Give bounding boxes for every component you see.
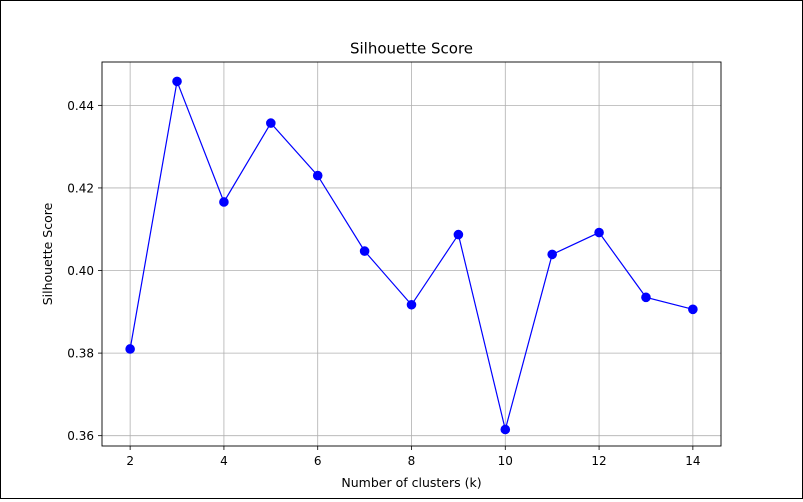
data-point [688, 304, 698, 315]
grid-lines [102, 62, 721, 446]
data-point [312, 170, 323, 181]
data-point [406, 299, 417, 310]
x-tick-label: 10 [498, 454, 513, 468]
plot-area [125, 76, 698, 435]
x-tick-label: 2 [126, 454, 134, 468]
data-point [594, 227, 604, 238]
y-axis-label: Silhouette Score [40, 202, 55, 305]
chart-title: Silhouette Score [350, 40, 473, 58]
plot-border [101, 61, 722, 447]
y-tick-label: 0.44 [67, 99, 94, 113]
y-tick-label: 0.36 [67, 429, 94, 443]
axes: 2 4 6 8 10 12 14 0.36 0.38 0.40 0.42 0.44 [67, 61, 722, 468]
x-tick-label: 4 [220, 454, 228, 468]
x-axis-label: Number of clusters (k) [341, 475, 481, 490]
data-point [266, 118, 276, 128]
x-tick-label: 8 [408, 454, 416, 468]
data-point [547, 249, 557, 260]
x-tick-label: 14 [685, 454, 700, 468]
data-point [453, 229, 464, 240]
y-tick-label: 0.42 [67, 181, 94, 195]
y-tick-label: 0.38 [67, 347, 94, 361]
data-point [641, 292, 651, 303]
y-tick-label: 0.40 [67, 264, 94, 278]
data-point [500, 424, 511, 435]
x-tick-label: 6 [314, 454, 322, 468]
data-point [172, 76, 182, 87]
x-tick-label: 12 [591, 454, 606, 468]
data-point [359, 246, 370, 256]
data-point [219, 197, 229, 207]
data-point [125, 344, 135, 354]
